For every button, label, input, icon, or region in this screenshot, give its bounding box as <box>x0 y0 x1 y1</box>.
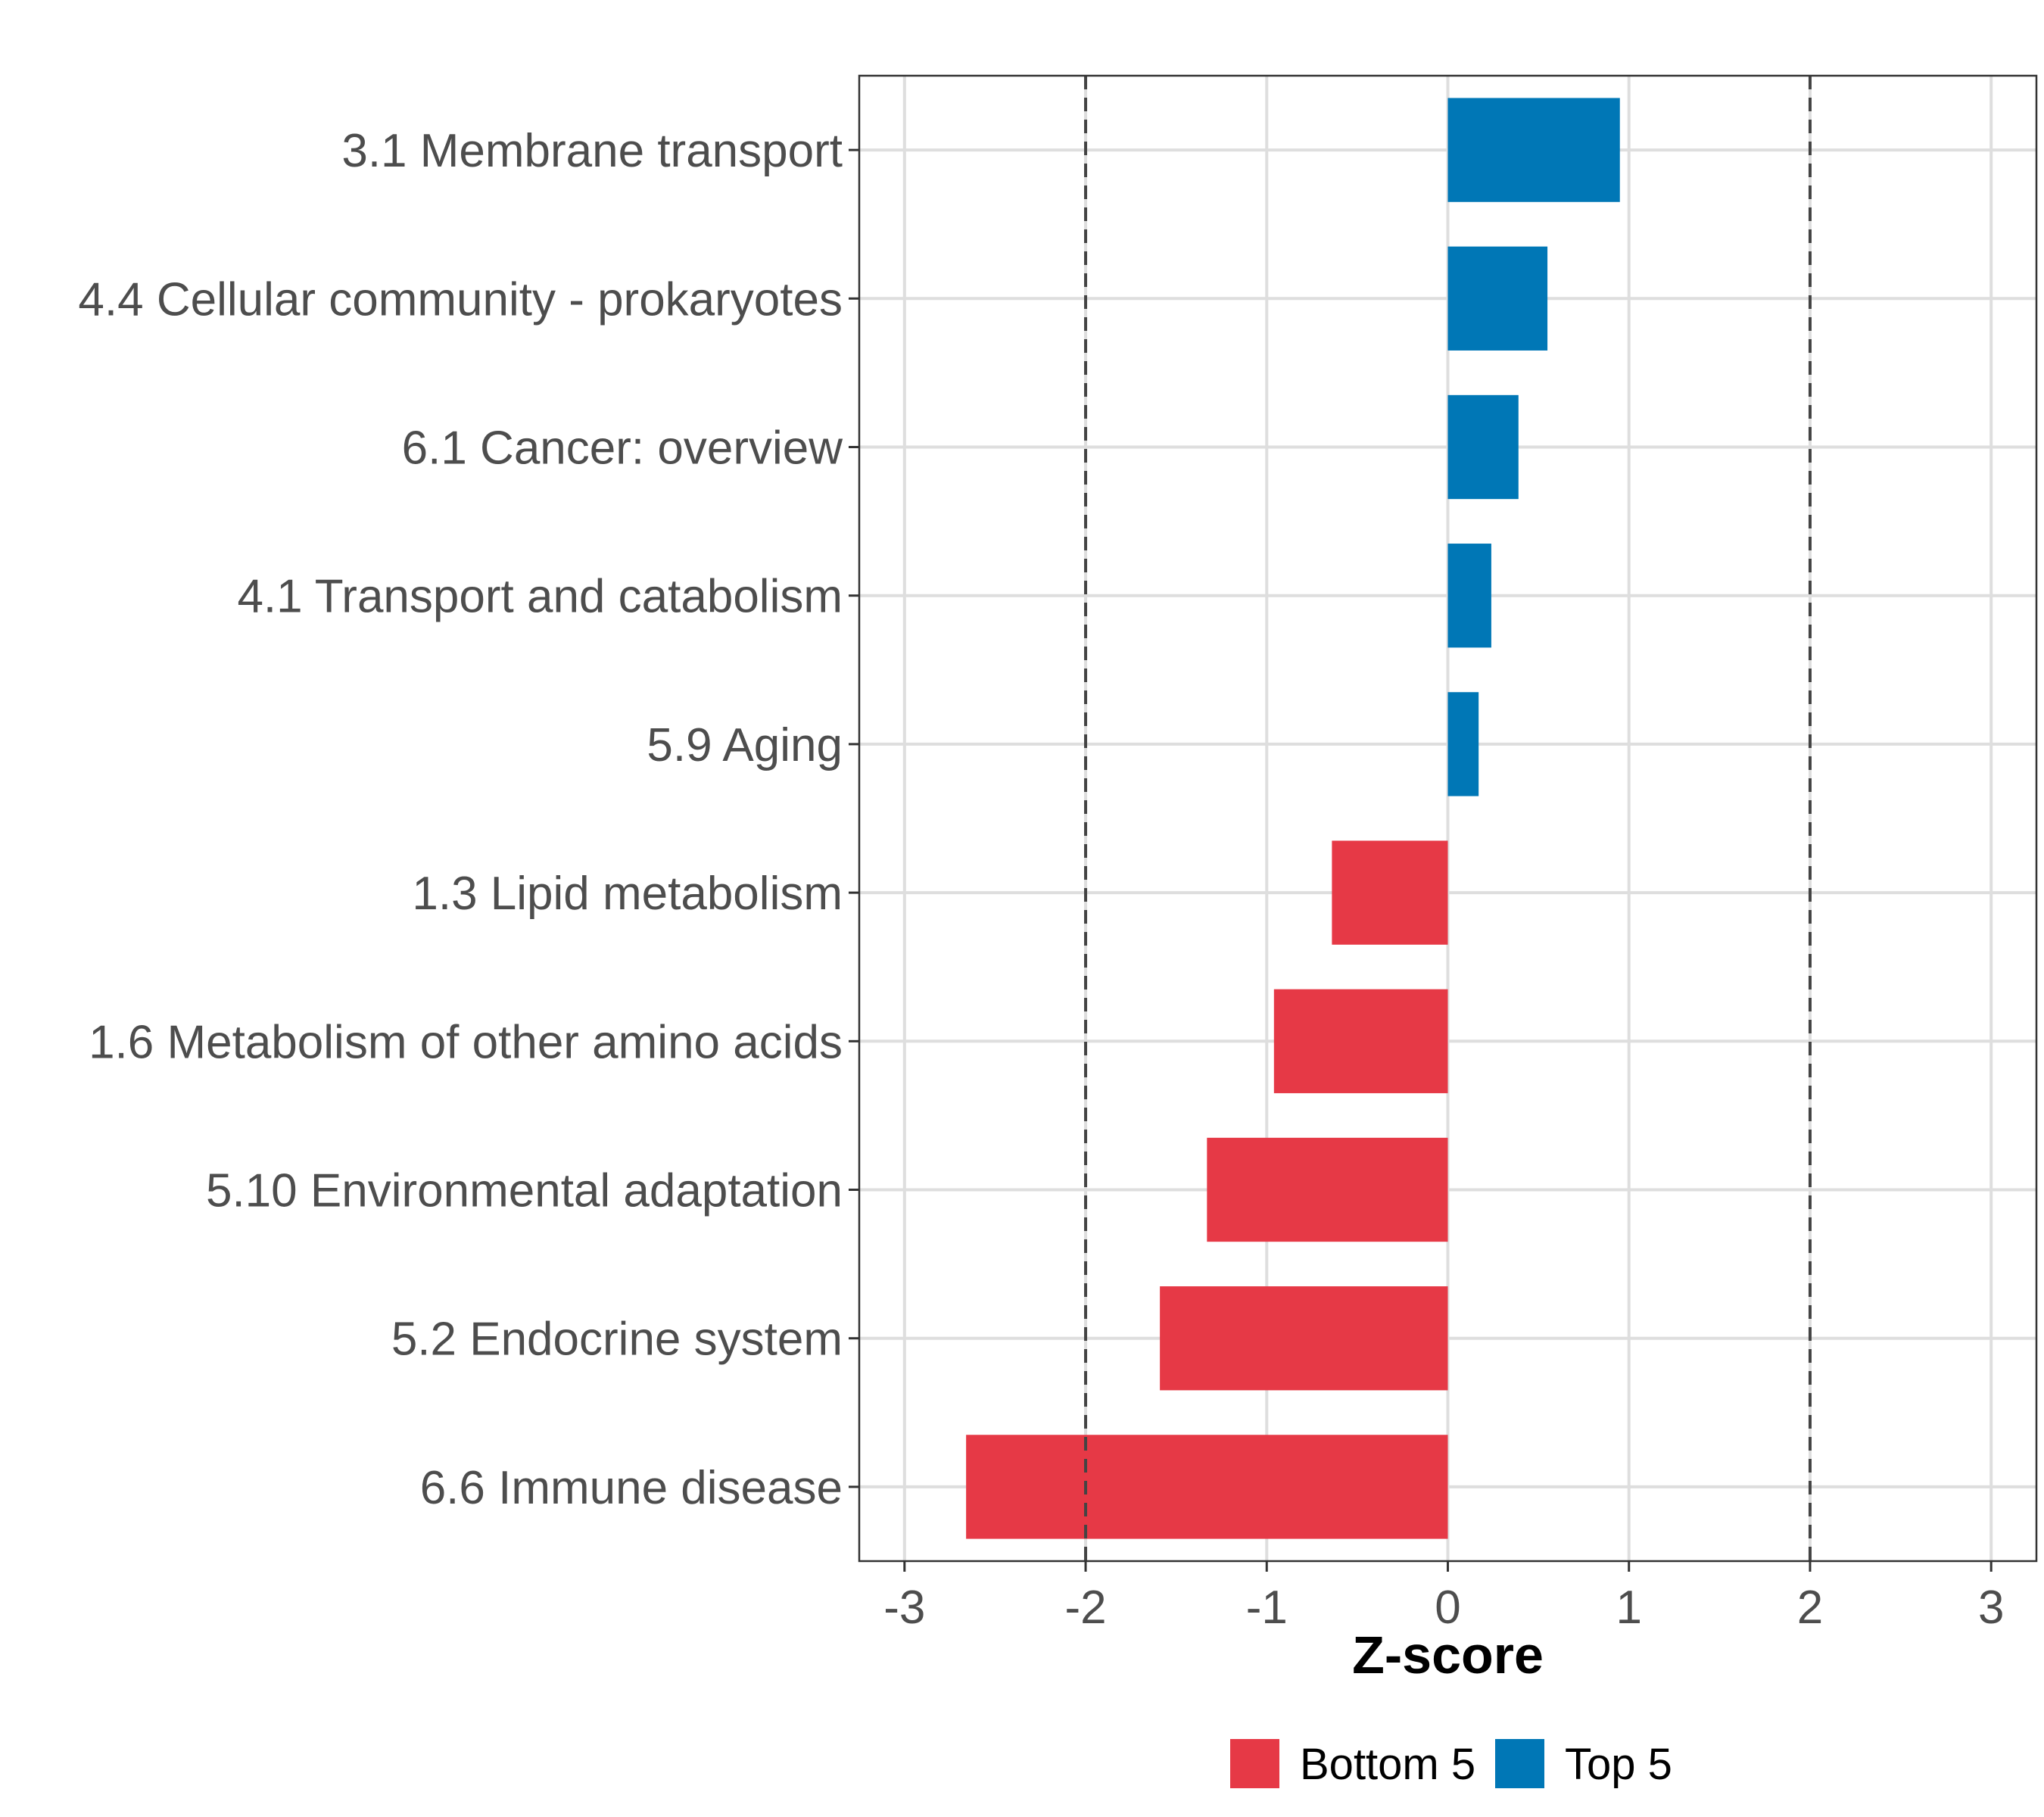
category-label: 5.9 Aging <box>647 719 843 771</box>
x-tick-label: -2 <box>1064 1582 1106 1634</box>
bar <box>1273 989 1448 1093</box>
category-label: 5.2 Endocrine system <box>391 1314 843 1366</box>
legend-label: Top 5 <box>1565 1740 1672 1789</box>
category-label: 6.6 Immune disease <box>420 1462 843 1514</box>
reference-lines <box>1084 76 1812 1561</box>
bar <box>1447 544 1491 648</box>
bar <box>1447 246 1548 351</box>
bar <box>1332 840 1448 945</box>
category-label: 1.3 Lipid metabolism <box>412 868 843 920</box>
x-tick-label: -1 <box>1246 1582 1288 1634</box>
bars-layer <box>966 98 1620 1539</box>
bar <box>1447 394 1519 500</box>
bar <box>1447 692 1479 796</box>
category-label: 3.1 Membrane transport <box>341 125 843 177</box>
x-tick-label: 2 <box>1797 1582 1823 1634</box>
bar <box>966 1435 1448 1539</box>
legend: Bottom 5 Top 5 <box>1230 1739 1672 1789</box>
y-axis: 3.1 Membrane transport 4.4 Cellular commu… <box>78 125 859 1514</box>
legend-label: Bottom 5 <box>1300 1740 1475 1789</box>
x-tick-label: 3 <box>1978 1582 2004 1634</box>
x-axis: -3 -2 -1 0 1 2 3 <box>883 1561 2004 1634</box>
x-tick-label: 1 <box>1616 1582 1641 1634</box>
category-label: 6.1 Cancer: overview <box>402 422 843 475</box>
x-tick-label: 0 <box>1435 1582 1460 1634</box>
x-axis-title: Z-score <box>1352 1625 1544 1685</box>
category-label: 1.6 Metabolism of other amino acids <box>89 1016 843 1068</box>
category-label: 4.4 Cellular community - prokaryotes <box>78 273 843 326</box>
bar <box>1160 1286 1448 1391</box>
category-label: 5.10 Environmental adaptation <box>206 1165 843 1217</box>
x-tick-label: -3 <box>883 1582 925 1634</box>
bar <box>1207 1137 1448 1242</box>
category-label: 4.1 Transport and catabolism <box>237 571 843 623</box>
bar <box>1447 98 1620 202</box>
legend-swatch <box>1230 1739 1279 1788</box>
legend-swatch <box>1495 1739 1544 1788</box>
